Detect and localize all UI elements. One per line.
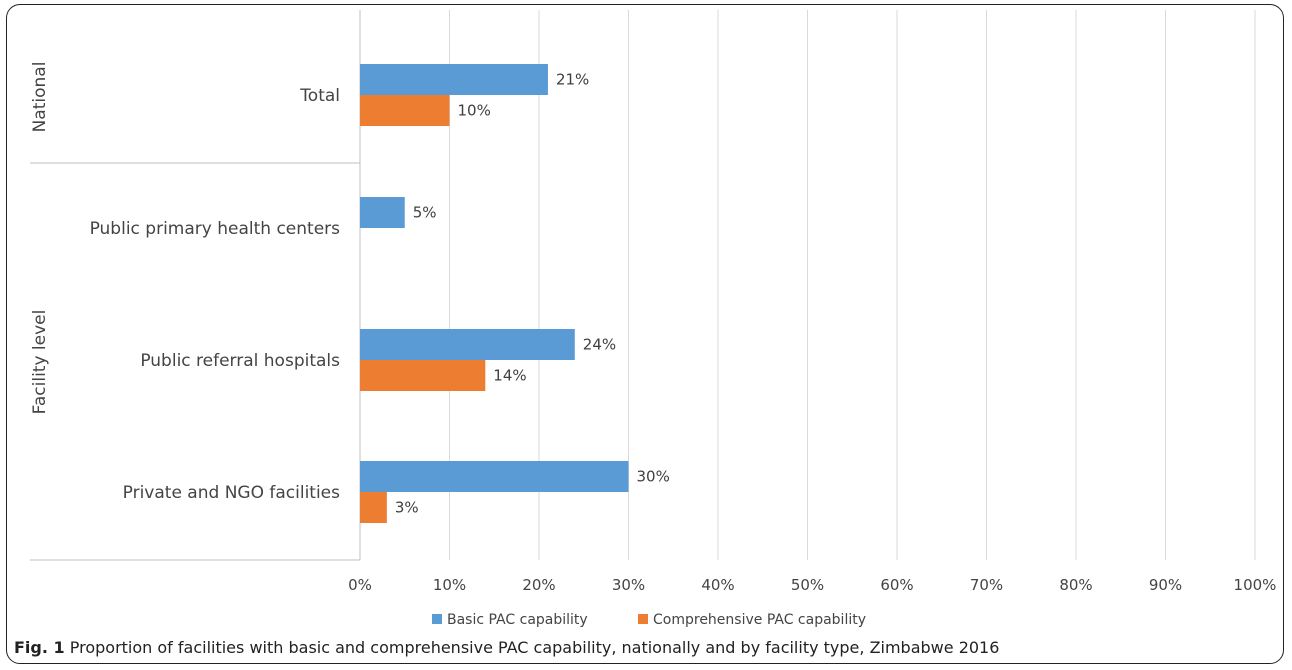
bar-comprehensive: [360, 492, 387, 523]
group-label: Facility level: [30, 310, 50, 415]
legend-label: Basic PAC capability: [447, 612, 588, 628]
x-tick-label: 30%: [612, 576, 645, 594]
x-tick-labels: 0% 10% 20% 30% 40% 50% 60% 70% 80% 90% 100%: [348, 576, 1276, 594]
legend-swatch: [432, 614, 442, 624]
x-tick-label: 0%: [348, 576, 372, 594]
category-label: Total: [299, 86, 340, 106]
data-labels: 21% 5% 24% 30% 10% 14% 3%: [395, 71, 670, 517]
bar-basic: [360, 197, 405, 228]
legend: Basic PAC capability Comprehensive PAC ca…: [432, 612, 866, 628]
bar-comprehensive: [360, 95, 450, 126]
data-label: 5%: [413, 204, 437, 222]
data-label: 24%: [583, 336, 616, 354]
bar-basic: [360, 329, 575, 360]
bar-chart: National Facility level Total Public prima…: [30, 10, 1276, 628]
category-label: Private and NGO facilities: [123, 483, 340, 503]
x-tick-label: 90%: [1149, 576, 1182, 594]
data-label: 10%: [458, 102, 491, 120]
data-label: 3%: [395, 499, 419, 517]
bar-comprehensive: [360, 360, 486, 391]
category-label: Public primary health centers: [90, 219, 341, 239]
figure-caption: Fig. 1 Proportion of facilities with bas…: [14, 638, 999, 657]
caption-text: Proportion of facilities with basic and …: [64, 638, 1000, 657]
category-label: Public referral hospitals: [140, 351, 340, 371]
bar-basic: [360, 64, 548, 95]
group-labels: National Facility level: [30, 62, 50, 415]
data-label: 21%: [556, 71, 589, 89]
data-label: 30%: [637, 468, 670, 486]
legend-label: Comprehensive PAC capability: [653, 612, 866, 628]
x-tick-label: 40%: [701, 576, 734, 594]
x-tick-label: 10%: [433, 576, 466, 594]
group-label: National: [30, 62, 50, 133]
figure-frame: [6, 4, 1284, 664]
caption-prefix: Fig. 1: [14, 638, 65, 657]
category-labels: Total Public primary health centers Public…: [90, 86, 341, 503]
x-tick-label: 60%: [880, 576, 913, 594]
x-tick-label: 50%: [791, 576, 824, 594]
legend-swatch: [638, 614, 648, 624]
x-tick-label: 80%: [1059, 576, 1092, 594]
bar-basic: [360, 461, 629, 492]
bars: [360, 64, 629, 523]
data-label: 14%: [493, 367, 526, 385]
x-tick-label: 70%: [970, 576, 1003, 594]
x-tick-label: 20%: [522, 576, 555, 594]
x-tick-label: 100%: [1234, 576, 1277, 594]
